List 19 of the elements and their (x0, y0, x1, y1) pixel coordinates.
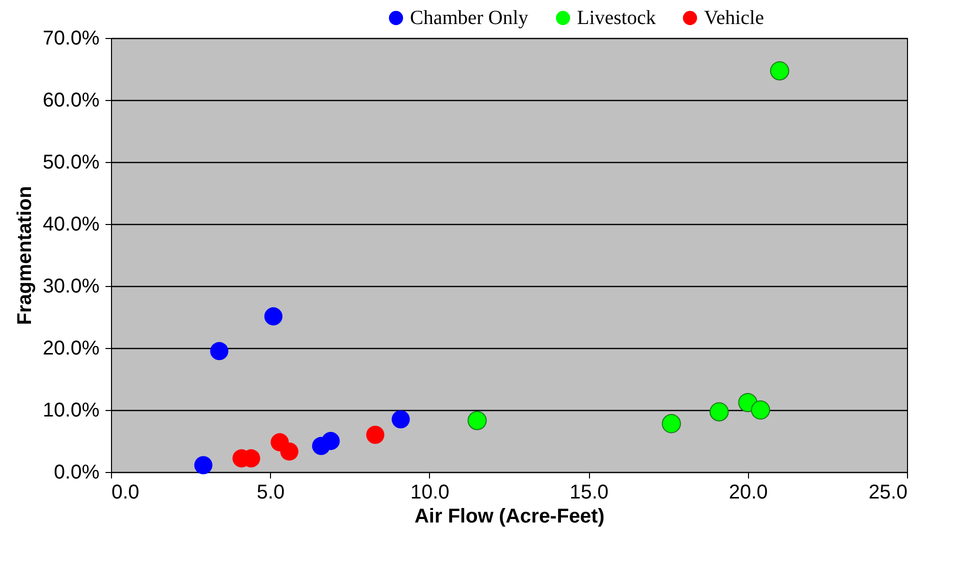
y-tick-label: 30.0% (42, 276, 100, 298)
y-tick-label: 70.0% (42, 28, 100, 50)
x-tick-label: 25.0 (868, 482, 908, 504)
y-tick-label: 10.0% (42, 400, 100, 422)
x-axis-title: Air Flow (Acre-Feet) (414, 506, 605, 528)
y-tick-label: 50.0% (42, 152, 100, 174)
x-tick-label: 5.0 (256, 482, 285, 504)
x-tick-label: 20.0 (728, 482, 768, 504)
y-axis-title: Fragmentation (14, 186, 36, 325)
y-tick-label: 0.0% (54, 462, 100, 484)
y-tick-label: 40.0% (42, 214, 100, 236)
legend-label: Vehicle (704, 7, 764, 29)
legend-label: Livestock (577, 7, 656, 29)
x-tick-label: 10.0 (410, 482, 450, 504)
legend-label: Chamber Only (410, 7, 528, 29)
y-tick-label: 60.0% (42, 90, 100, 112)
y-tick-label: 20.0% (42, 338, 100, 360)
x-tick-label: 15.0 (570, 482, 609, 504)
x-tick-label: 0.0 (112, 482, 140, 504)
